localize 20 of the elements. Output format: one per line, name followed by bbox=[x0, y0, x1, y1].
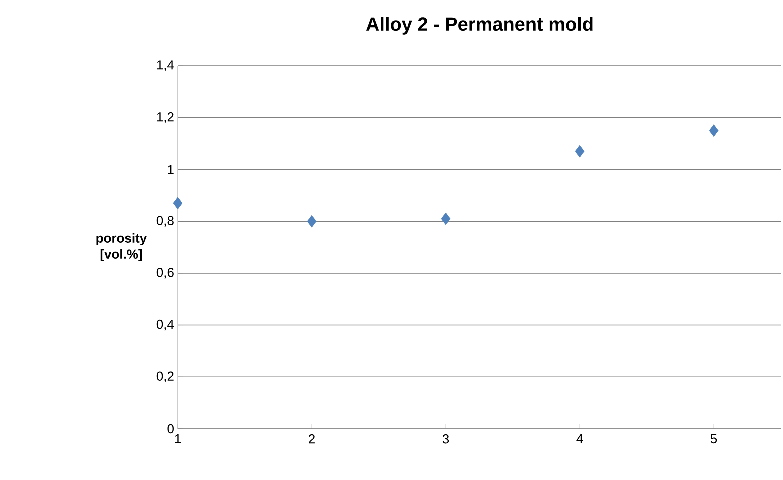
x-tick-label: 2 bbox=[309, 434, 315, 444]
x-tick-label: 5 bbox=[710, 434, 718, 444]
y-axis-title: porosity [vol.%] bbox=[96, 233, 148, 262]
point bbox=[307, 215, 317, 228]
y-tick-label: 1,2 bbox=[157, 112, 174, 124]
y-tick-label: 0,2 bbox=[156, 372, 174, 383]
y-tick-label: 0,4 bbox=[156, 320, 174, 331]
y-tick-label: 0,8 bbox=[156, 216, 174, 227]
y-tick-label: 0,6 bbox=[156, 268, 174, 279]
x-tick-label: 4 bbox=[576, 434, 584, 444]
y-tick-label: 1,4 bbox=[157, 60, 174, 72]
point bbox=[173, 197, 183, 210]
x-tick-label: 1 bbox=[175, 434, 181, 444]
x-tick-label: 3 bbox=[442, 434, 450, 444]
point bbox=[575, 145, 585, 158]
y-tick-label: 1 bbox=[168, 165, 174, 174]
chart-title: Alloy 2 - Permanent mold bbox=[366, 17, 593, 35]
point bbox=[441, 212, 451, 226]
point bbox=[709, 124, 719, 138]
y-tick-label: 0 bbox=[168, 424, 174, 434]
